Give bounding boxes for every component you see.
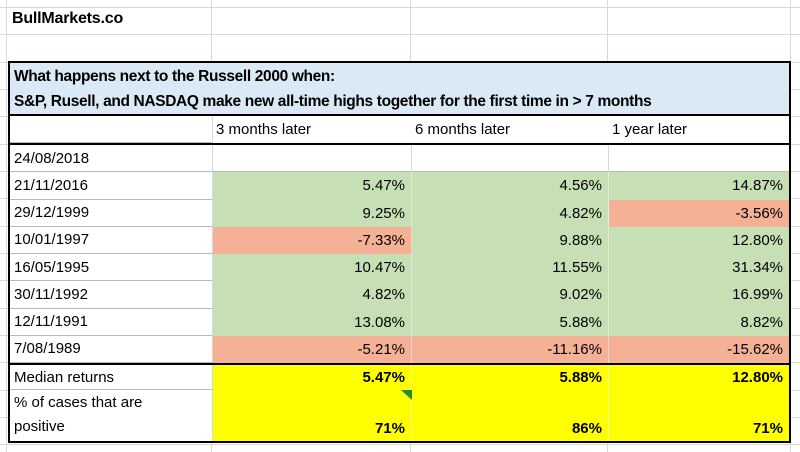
return-cell[interactable]: 16.99% [609,281,789,309]
return-cell[interactable]: 12.80% [609,226,789,254]
date-cell[interactable]: 7/08/1989 [10,335,213,363]
return-cell[interactable]: 9.25% [213,199,412,227]
return-cell[interactable] [412,145,609,173]
median-returns-row: Median returns 5.47% 5.88% 12.80% [10,363,789,390]
return-cell[interactable]: 5.47% [213,172,412,200]
date-cell[interactable]: 29/12/1999 [10,199,213,227]
table-row: 10/01/1997 -7.33% 9.88% 12.80% [10,226,789,254]
return-cell[interactable]: -11.16% [412,335,609,363]
return-cell[interactable]: -15.62% [609,335,789,363]
gridline [0,34,800,36]
gridline [0,444,800,446]
return-cell[interactable] [213,145,412,173]
table-row: 16/05/1995 10.47% 11.55% 31.34% [10,254,789,282]
median-1-year-cell[interactable]: 12.80% [609,365,789,390]
percent-positive-6-months-cell[interactable]: 86% [412,390,609,441]
column-header-1-year[interactable]: 1 year later [612,121,688,138]
return-cell[interactable]: 4.56% [412,172,609,200]
table-row: 12/11/1991 13.08% 5.88% 8.82% [10,308,789,336]
date-cell[interactable]: 16/05/1995 [10,254,213,282]
date-cell[interactable]: 24/08/2018 [10,145,213,173]
percent-positive-label-line1: % of cases that are [14,394,143,411]
return-cell[interactable]: 13.08% [213,308,412,336]
brand-cell[interactable]: BullMarkets.co [12,10,124,27]
table-title-line1: What happens next to the Russell 2000 wh… [14,68,335,86]
return-cell[interactable]: -3.56% [609,199,789,227]
return-cell[interactable]: 9.88% [412,226,609,254]
return-cell[interactable]: -7.33% [213,226,412,254]
data-rows: 24/08/2018 21/11/2016 5.47% 4.56% 14.87% 29/1… [10,145,789,363]
return-cell[interactable]: -5.21% [213,335,412,363]
table-row: 21/11/2016 5.47% 4.56% 14.87% [10,172,789,200]
gridline [6,0,7,452]
return-cell[interactable] [609,145,789,173]
returns-table: What happens next to the Russell 2000 wh… [8,61,791,443]
table-row: 29/12/1999 9.25% 4.82% -3.56% [10,199,789,227]
return-cell[interactable]: 11.55% [412,254,609,282]
cell-error-indicator-icon [401,390,412,400]
gridline [0,7,800,8]
return-cell[interactable]: 8.82% [609,308,789,336]
return-cell[interactable]: 10.47% [213,254,412,282]
table-title-line2: S&P, Rusell, and NASDAQ make new all-tim… [14,92,652,110]
table-row: 30/11/1992 4.82% 9.02% 16.99% [10,281,789,309]
median-3-months-cell[interactable]: 5.47% [213,365,412,390]
return-cell[interactable]: 9.02% [412,281,609,309]
column-header-3-months[interactable]: 3 months later [216,121,312,138]
percent-positive-row: % of cases that are positive 71% 86% 71% [10,390,789,441]
percent-positive-label[interactable]: % of cases that are positive [10,390,213,441]
date-cell[interactable]: 21/11/2016 [10,172,213,200]
return-cell[interactable]: 31.34% [609,254,789,282]
return-cell[interactable]: 14.87% [609,172,789,200]
percent-positive-3-months-cell[interactable]: 71% [213,390,412,441]
column-header-empty[interactable] [10,116,213,143]
return-cell[interactable]: 4.82% [213,281,412,309]
percent-positive-label-line2: positive [14,418,65,435]
column-header-row: 3 months later 6 months later 1 year lat… [10,116,789,145]
percent-positive-1-year-cell[interactable]: 71% [609,390,789,441]
return-cell[interactable]: 4.82% [412,199,609,227]
median-6-months-cell[interactable]: 5.88% [412,365,609,390]
table-row: 24/08/2018 [10,145,789,173]
median-returns-label[interactable]: Median returns [10,365,213,390]
column-header-6-months[interactable]: 6 months later [415,121,511,138]
date-cell[interactable]: 12/11/1991 [10,308,213,336]
table-row: 7/08/1989 -5.21% -11.16% -15.62% [10,335,789,363]
date-cell[interactable]: 30/11/1992 [10,281,213,309]
table-title-block[interactable]: What happens next to the Russell 2000 wh… [10,63,789,116]
return-cell[interactable]: 5.88% [412,308,609,336]
date-cell[interactable]: 10/01/1997 [10,226,213,254]
